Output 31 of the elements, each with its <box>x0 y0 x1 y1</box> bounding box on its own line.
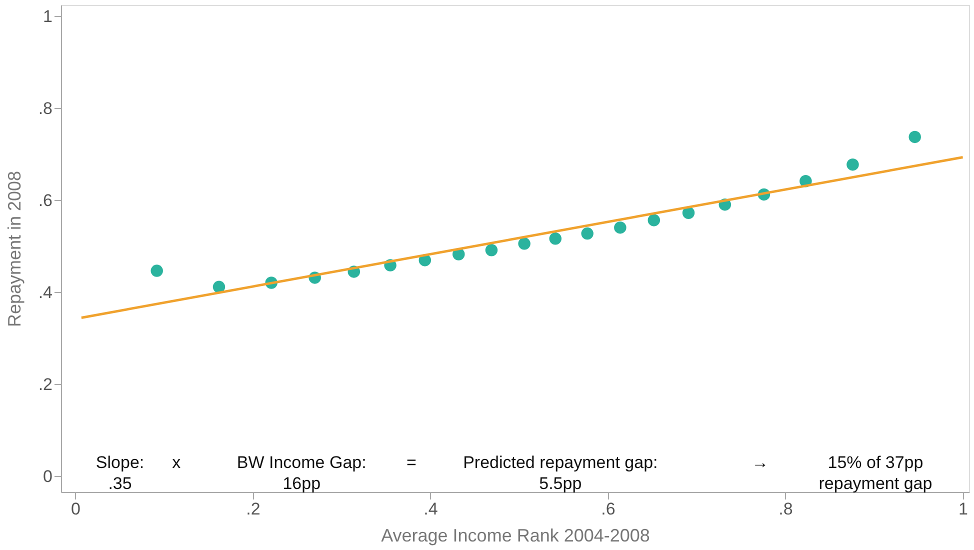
x-tick-label: 1 <box>958 500 968 518</box>
y-tick-label: .2 <box>38 374 52 394</box>
y-tick-label: .6 <box>38 190 52 210</box>
point <box>908 130 921 144</box>
point <box>518 238 530 250</box>
annotation: Predicted repayment gap: 5.5pp <box>463 452 658 493</box>
x-tick-label: .2 <box>246 500 260 518</box>
x-tick-label: .6 <box>601 500 616 518</box>
annotation: = <box>406 452 417 472</box>
annotation: 15% of 37pp repayment gap <box>818 452 932 493</box>
annotation: → <box>752 452 769 472</box>
y-tick-label: 1 <box>43 6 52 26</box>
point <box>485 244 498 256</box>
annotation: Slope: .35 <box>96 452 144 493</box>
y-tick-label: .4 <box>38 282 52 302</box>
point <box>846 158 859 171</box>
x-tick-label: .8 <box>778 500 793 518</box>
x-axis-title: Average Income Rank 2004-2008 <box>381 526 650 546</box>
point <box>648 214 660 226</box>
y-axis-title: Repayment in 2008 <box>4 170 24 328</box>
y-tick-label: .8 <box>38 98 52 118</box>
y-tick-label: 0 <box>43 466 52 486</box>
annotation: x <box>172 452 182 472</box>
point <box>212 280 226 294</box>
point <box>150 264 163 277</box>
x-tick-label: 0 <box>70 500 80 518</box>
point <box>614 221 626 234</box>
x-tick-label: .4 <box>424 500 438 518</box>
annotation: BW Income Gap: 16pp <box>236 452 366 493</box>
point <box>581 227 594 240</box>
point <box>549 232 562 245</box>
